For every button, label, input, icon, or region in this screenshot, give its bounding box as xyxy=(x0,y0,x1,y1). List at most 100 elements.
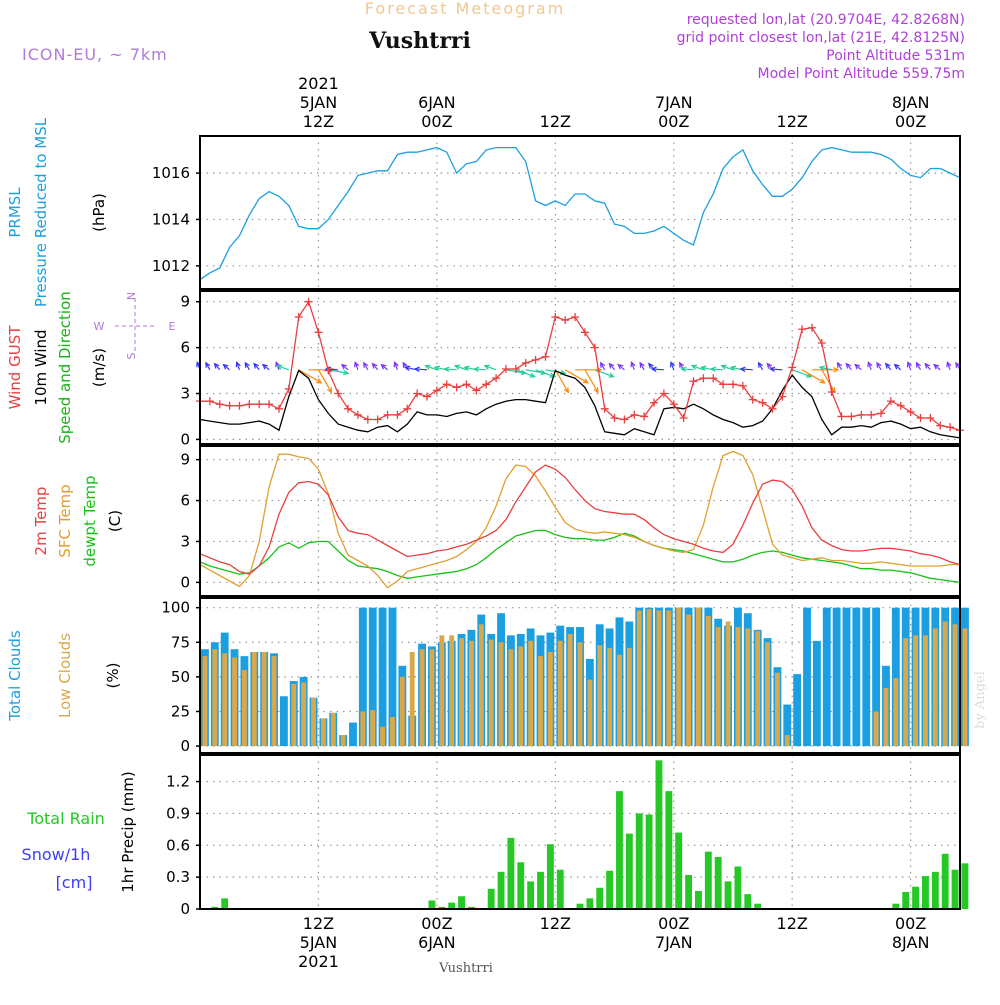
arrow-shaft xyxy=(584,369,599,393)
y-tick-label: 1014 xyxy=(152,210,190,228)
gust-marker xyxy=(936,421,945,430)
arrow-head xyxy=(608,362,615,369)
wind-direction-arrow xyxy=(424,364,438,371)
arrow-head xyxy=(433,365,441,371)
gust-marker xyxy=(432,386,441,395)
bar-total-rain xyxy=(458,896,465,909)
gust-marker xyxy=(738,381,747,390)
gust-marker xyxy=(265,400,274,409)
precip-legend-item: [cm] xyxy=(56,873,93,892)
bar-low-clouds xyxy=(360,711,366,747)
gust-marker xyxy=(255,400,264,409)
bar-low-clouds xyxy=(952,624,958,747)
arrow-shaft xyxy=(740,368,753,371)
bar-low-clouds xyxy=(913,635,919,747)
bar-low-clouds xyxy=(666,610,672,747)
bar-low-clouds xyxy=(567,633,573,747)
gust-marker xyxy=(728,380,737,389)
time-label-bottom: 12Z xyxy=(777,914,808,933)
panel-label: (%) xyxy=(104,663,122,689)
arrow-head xyxy=(316,378,323,384)
bar-total-clouds xyxy=(872,607,881,747)
arrow-shaft xyxy=(484,365,497,371)
model-point-altitude: Model Point Altitude 559.75m xyxy=(758,66,965,82)
wind-direction-arrow xyxy=(617,363,625,371)
gust-marker xyxy=(235,401,244,410)
arrow-head xyxy=(700,365,707,371)
bar-total-rain xyxy=(665,791,673,909)
gust-marker xyxy=(600,404,609,413)
bar-low-clouds xyxy=(883,687,889,747)
gust-marker xyxy=(768,404,777,413)
bar-low-clouds xyxy=(873,711,879,747)
watermark: by Angel xyxy=(973,671,988,729)
wind-direction-arrow xyxy=(363,361,369,371)
bar-low-clouds xyxy=(676,607,682,747)
wind-direction-arrow xyxy=(680,366,694,372)
bar-total-rain xyxy=(892,903,900,909)
bar-total-clouds xyxy=(783,704,792,747)
arrow-head xyxy=(915,361,921,368)
y-tick-label: 1012 xyxy=(152,257,190,275)
time-label-bottom: 5JAN xyxy=(300,933,338,952)
arrow-head xyxy=(276,364,283,370)
bar-low-clouds xyxy=(390,717,395,747)
gust-marker xyxy=(669,400,678,409)
requested-coords: requested lon,lat (20.9704E, 42.8268N) xyxy=(687,12,965,28)
arrow-head xyxy=(402,361,408,368)
panel-label: dewpt Temp xyxy=(81,475,99,566)
bar-low-clouds xyxy=(932,628,938,747)
gust-marker xyxy=(689,377,698,386)
line-sfc-temp xyxy=(199,450,960,589)
bar-total-rain xyxy=(645,814,653,909)
bar-low-clouds xyxy=(715,627,721,747)
arrow-shaft xyxy=(721,365,734,371)
wind-direction-arrow xyxy=(818,365,832,371)
wind-direction-arrow xyxy=(739,366,753,372)
wind-direction-arrow xyxy=(933,363,941,371)
panel-label: Wind GUST xyxy=(6,325,24,410)
bar-low-clouds xyxy=(696,607,701,747)
time-label-bottom: 12Z xyxy=(303,914,334,933)
wind-direction-arrow xyxy=(669,360,676,371)
y-tick-label: 75 xyxy=(171,633,190,651)
bar-low-clouds xyxy=(340,735,346,747)
bar-low-clouds xyxy=(765,642,770,747)
panel-frame xyxy=(199,754,961,910)
panel-label: SFC Temp xyxy=(56,484,74,557)
arrow-head xyxy=(380,363,387,370)
bar-low-clouds xyxy=(577,642,583,747)
bar-total-rain xyxy=(507,837,515,909)
arrow-head xyxy=(343,369,350,376)
arrow-head xyxy=(639,361,645,368)
compass-east: E xyxy=(169,320,176,333)
gust-marker xyxy=(699,374,708,383)
bar-low-clouds xyxy=(587,679,593,747)
bar-total-rain xyxy=(606,870,614,909)
bar-low-clouds xyxy=(617,654,622,747)
wind-direction-arrow xyxy=(575,367,603,373)
gust-marker xyxy=(620,415,629,424)
wind-direction-arrow xyxy=(876,361,882,371)
gust-marker xyxy=(442,380,451,389)
arrow-head xyxy=(235,360,241,368)
panel-label: (hPa) xyxy=(90,193,108,232)
bar-total-rain xyxy=(951,869,959,909)
arrow-shaft xyxy=(711,368,724,371)
bar-total-clouds xyxy=(842,607,851,747)
wind-direction-arrow xyxy=(380,363,388,371)
wind-direction-arrow xyxy=(535,369,556,378)
bar-low-clouds xyxy=(923,635,928,747)
bar-total-clouds xyxy=(891,607,900,747)
gust-marker xyxy=(334,389,343,398)
gust-marker xyxy=(541,352,550,361)
panel-frame xyxy=(199,135,961,290)
arrow-head xyxy=(924,362,931,369)
time-label-bottom: 7JAN xyxy=(655,933,693,952)
gust-marker xyxy=(353,410,362,419)
arrow-shaft xyxy=(425,365,438,371)
bar-total-rain xyxy=(576,903,584,909)
arrow-head xyxy=(363,361,369,368)
bar-low-clouds xyxy=(468,640,474,747)
